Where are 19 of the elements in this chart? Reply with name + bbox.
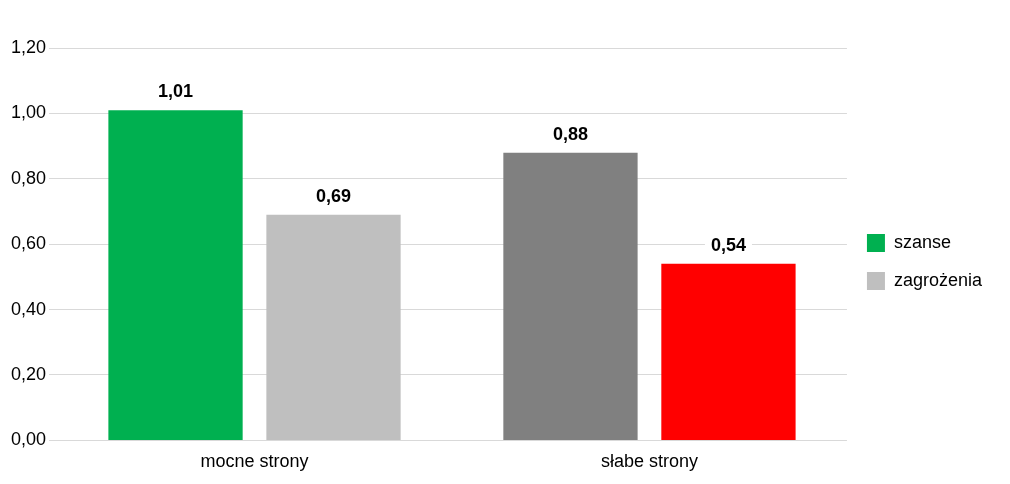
y-tick-label: 0,60 [10, 233, 47, 254]
data-label: 0,69 [315, 185, 352, 206]
bar [108, 110, 243, 440]
bar [661, 263, 796, 440]
x-tick-label: słabe strony [600, 451, 698, 472]
data-label: 0,88 [552, 123, 588, 144]
y-tick-label: 0,40 [10, 298, 47, 319]
y-tick-label: 1,00 [10, 102, 47, 123]
y-tick-label: 1,20 [10, 36, 47, 57]
legend-label: zagrożenia [893, 269, 983, 290]
y-tick-label: 0,20 [10, 363, 47, 384]
data-label: 0,54 [710, 234, 746, 255]
bar [503, 152, 638, 440]
x-tick-label: mocne strony [200, 451, 309, 472]
data-label: 1,01 [158, 81, 194, 102]
y-tick-label: 0,80 [10, 167, 47, 188]
legend-label: szanse [893, 231, 951, 252]
bar [266, 214, 401, 440]
y-tick-label: 0,00 [10, 429, 47, 450]
